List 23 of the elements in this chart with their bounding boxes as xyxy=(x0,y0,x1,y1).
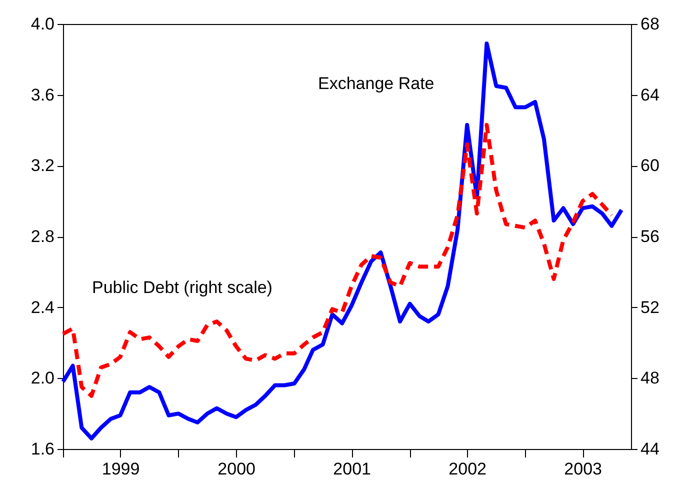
y-tick-label: 2.0 xyxy=(30,368,54,388)
x-tick-label: 2000 xyxy=(218,460,256,478)
y-tick-label: 4.0 xyxy=(30,14,54,34)
y2-tick-label: 68 xyxy=(640,14,660,34)
y-tick-label: 3.6 xyxy=(30,85,54,104)
y-tick-label: 1.6 xyxy=(30,440,54,458)
line-series xyxy=(61,122,614,398)
text: Public Debt (right scale) xyxy=(92,278,272,297)
y2-tick-label: 64 xyxy=(640,85,660,104)
y2-tick-label: 56 xyxy=(640,227,660,246)
y2-tick-label: 52 xyxy=(640,298,660,317)
y-tick-label: 3.2 xyxy=(30,156,54,176)
y-tick-label: 2.4 xyxy=(30,298,54,317)
x-tick-label: 2002 xyxy=(448,460,486,478)
y2-tick-label: 48 xyxy=(640,368,660,388)
y2-tick-label: 44 xyxy=(640,440,660,458)
x-tick-label: 1999 xyxy=(102,460,140,478)
y2-tick-label: 60 xyxy=(640,156,660,176)
y-tick-label: 2.8 xyxy=(30,227,54,246)
x-tick-label: 2003 xyxy=(564,460,602,478)
line-series xyxy=(61,41,624,440)
x-tick-label: 2001 xyxy=(333,460,371,478)
text: Exchange Rate xyxy=(318,74,434,93)
